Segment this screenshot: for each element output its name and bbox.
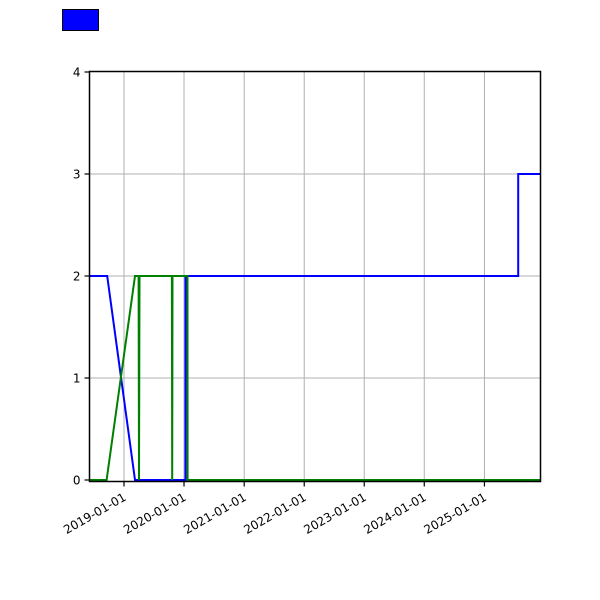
y-tick-label: 3 — [73, 167, 81, 181]
blue-series-line — [90, 173, 541, 481]
y-tick-label: 1 — [73, 371, 81, 385]
x-tick-label: 2019-01-01 — [61, 490, 128, 537]
y-tick-label: 4 — [73, 65, 81, 79]
green-series-line — [90, 275, 541, 481]
y-tick-label: 0 — [73, 473, 81, 487]
blue-highlight-marker — [62, 9, 99, 31]
x-tick-label: 2024-01-01 — [361, 490, 428, 537]
x-tick-label: 2022-01-01 — [241, 490, 308, 537]
x-tick-label: 2023-01-01 — [301, 490, 368, 537]
x-tick-label: 2025-01-01 — [422, 490, 489, 537]
x-tick-label: 2021-01-01 — [181, 490, 248, 537]
x-tick-label: 2020-01-01 — [121, 490, 188, 537]
y-tick-label: 2 — [73, 269, 81, 283]
